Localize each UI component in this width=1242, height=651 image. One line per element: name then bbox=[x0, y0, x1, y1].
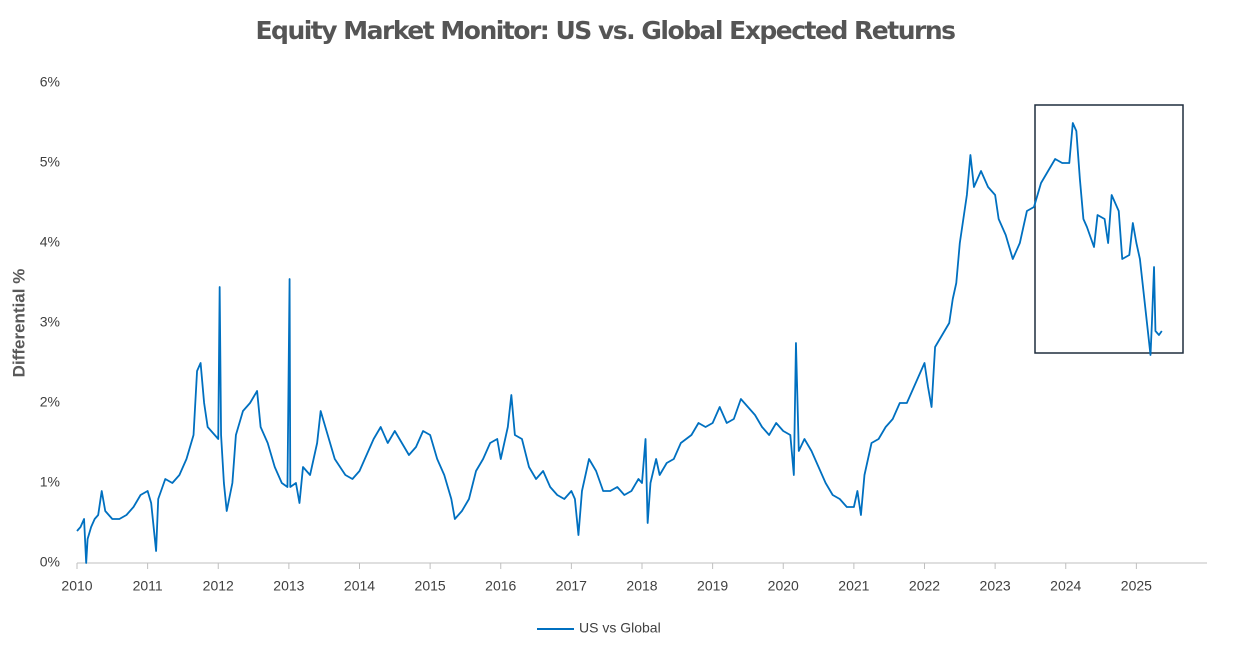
x-tick-label: 2014 bbox=[344, 578, 375, 594]
x-tick-label: 2023 bbox=[980, 578, 1011, 594]
x-tick-label: 2021 bbox=[838, 578, 869, 594]
chart-title: Equity Market Monitor: US vs. Global Exp… bbox=[255, 16, 955, 45]
y-tick-label: 5% bbox=[40, 154, 60, 170]
y-tick-label: 2% bbox=[40, 394, 60, 410]
y-tick-label: 3% bbox=[40, 314, 60, 330]
x-tick-label: 2016 bbox=[485, 578, 516, 594]
x-tick-label: 2017 bbox=[556, 578, 587, 594]
x-tick-label: 2022 bbox=[909, 578, 940, 594]
x-tick-label: 2015 bbox=[415, 578, 446, 594]
highlight-box bbox=[1034, 104, 1184, 354]
y-tick-label: 6% bbox=[40, 74, 60, 90]
x-tick-label: 2012 bbox=[203, 578, 234, 594]
y-tick-label: 1% bbox=[40, 474, 60, 490]
x-tick-label: 2018 bbox=[626, 578, 657, 594]
y-tick-label: 0% bbox=[40, 554, 60, 570]
legend-label: US vs Global bbox=[579, 620, 661, 636]
x-tick-label: 2025 bbox=[1121, 578, 1152, 594]
x-tick-label: 2010 bbox=[61, 578, 92, 594]
x-tick-label: 2011 bbox=[133, 578, 163, 594]
x-tick-label: 2020 bbox=[768, 578, 799, 594]
x-tick-label: 2019 bbox=[697, 578, 728, 594]
x-tick-label: 2013 bbox=[273, 578, 304, 594]
y-tick-label: 4% bbox=[40, 234, 60, 250]
y-axis-label: Differential % bbox=[9, 269, 28, 378]
x-tick-label: 2024 bbox=[1050, 578, 1081, 594]
line-series bbox=[76, 122, 1163, 564]
